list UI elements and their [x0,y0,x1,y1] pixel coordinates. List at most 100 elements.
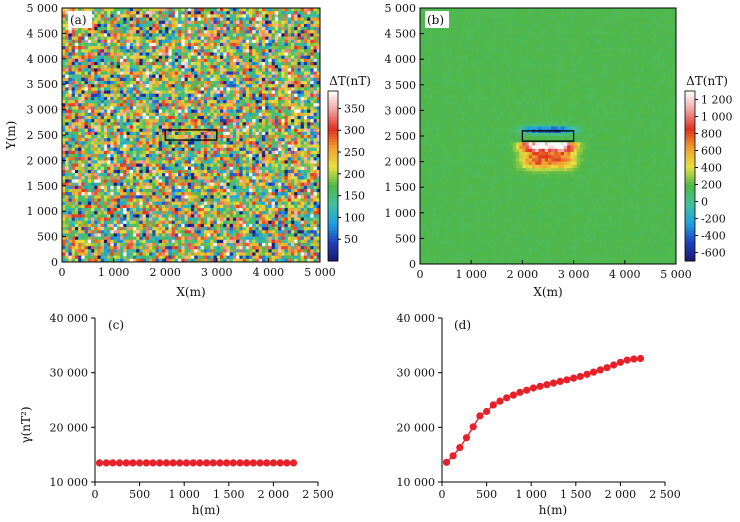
heatmap-cell [194,131,198,136]
heatmap-cell [110,52,114,56]
heatmap-cell [249,90,253,95]
heatmap-cell [268,103,272,107]
heatmap-cell [65,169,69,174]
heatmap-cell [300,77,305,82]
heatmap-cell [236,125,240,129]
heatmap-cell [97,192,102,196]
heatmap-cell [226,49,231,53]
heatmap-cell [97,103,102,107]
heatmap-cell [316,36,321,41]
heatmap-cell [165,84,169,88]
heatmap-cell [284,154,289,158]
heatmap-cell [220,46,224,50]
heatmap-cell [200,122,205,126]
heatmap-cell [158,204,163,209]
heatmap-cell [191,160,195,164]
heatmap-cell [207,135,211,139]
heatmap-cell [68,176,73,180]
heatmap-cell [78,100,82,104]
heatmap-cell [181,87,185,91]
heatmap-cell [265,14,269,18]
heatmap-cell [223,96,227,101]
heatmap-cell [91,90,95,95]
heatmap-cell [297,192,302,196]
heatmap-cell [245,195,250,199]
heatmap-cell [274,30,279,34]
heatmap-cell [184,182,189,187]
heatmap-cell [226,144,231,149]
heatmap-cell [142,14,147,18]
heatmap-cell [203,115,208,120]
heatmap-cell [149,42,153,47]
heatmap-cell [265,23,269,28]
heatmap-cell [152,74,156,79]
heatmap-cell [303,81,308,85]
heatmap-cell [268,122,272,126]
heatmap-cell [200,23,205,28]
heatmap-cell [178,77,182,82]
heatmap-cell [300,30,305,34]
heatmap-cell [300,131,305,136]
heatmap-cell [307,14,311,18]
heatmap-cell [284,119,289,123]
heatmap-cell [281,61,285,66]
heatmap-cell [216,74,221,79]
heatmap-cell [300,81,305,85]
heatmap-cell [78,49,82,53]
heatmap-cell [191,147,195,152]
heatmap-cell [284,195,289,199]
heatmap-cell [187,14,192,18]
heatmap-cell [271,30,276,34]
heatmap-cell [116,39,121,44]
heatmap-cell [174,201,179,206]
heatmap-cell [232,11,237,15]
heatmap-cell [97,14,102,18]
heatmap-cell [65,173,69,177]
heatmap-cell [261,182,266,187]
heatmap-cell [191,68,195,72]
heatmap-cell [149,84,153,88]
heatmap-cell [84,154,89,158]
heatmap-cell [281,119,285,123]
heatmap-cell [158,36,163,41]
heatmap-cell [81,46,85,50]
heatmap-cell [287,11,292,15]
heatmap-cell [268,58,272,63]
heatmap-cell [149,39,153,44]
heatmap-cell [310,128,314,133]
heatmap-cell [181,112,185,117]
heatmap-cell [236,141,240,145]
heatmap-cell [242,147,247,152]
heatmap-cell [239,8,243,12]
heatmap-cell [300,112,305,117]
heatmap-cell [307,179,311,183]
heatmap-cell [207,93,211,98]
heatmap-cell [287,93,292,98]
heatmap-cell [68,185,73,190]
heatmap-cell [191,100,195,104]
heatmap-cell [94,185,98,190]
heatmap-cell [297,61,302,66]
heatmap-cell [120,109,124,114]
heatmap-cell [103,103,108,107]
heatmap-cell [103,61,108,66]
heatmap-cell [142,188,147,193]
heatmap-cell [107,68,111,72]
heatmap-cell [120,119,124,123]
heatmap-cell [297,131,302,136]
heatmap-cell [258,87,263,91]
heatmap-cell [123,135,127,139]
heatmap-cell [110,27,114,31]
heatmap-cell [197,185,202,190]
heatmap-cell [245,11,250,15]
heatmap-cell [232,39,237,44]
heatmap-cell [210,96,214,101]
heatmap-cell [152,61,156,66]
heatmap-cell [271,49,276,53]
heatmap-cell [194,173,198,177]
heatmap-cell [171,150,176,155]
heatmap-cell [303,141,308,145]
heatmap-cell [65,96,69,101]
heatmap-cell [123,131,127,136]
heatmap-cell [136,93,140,98]
